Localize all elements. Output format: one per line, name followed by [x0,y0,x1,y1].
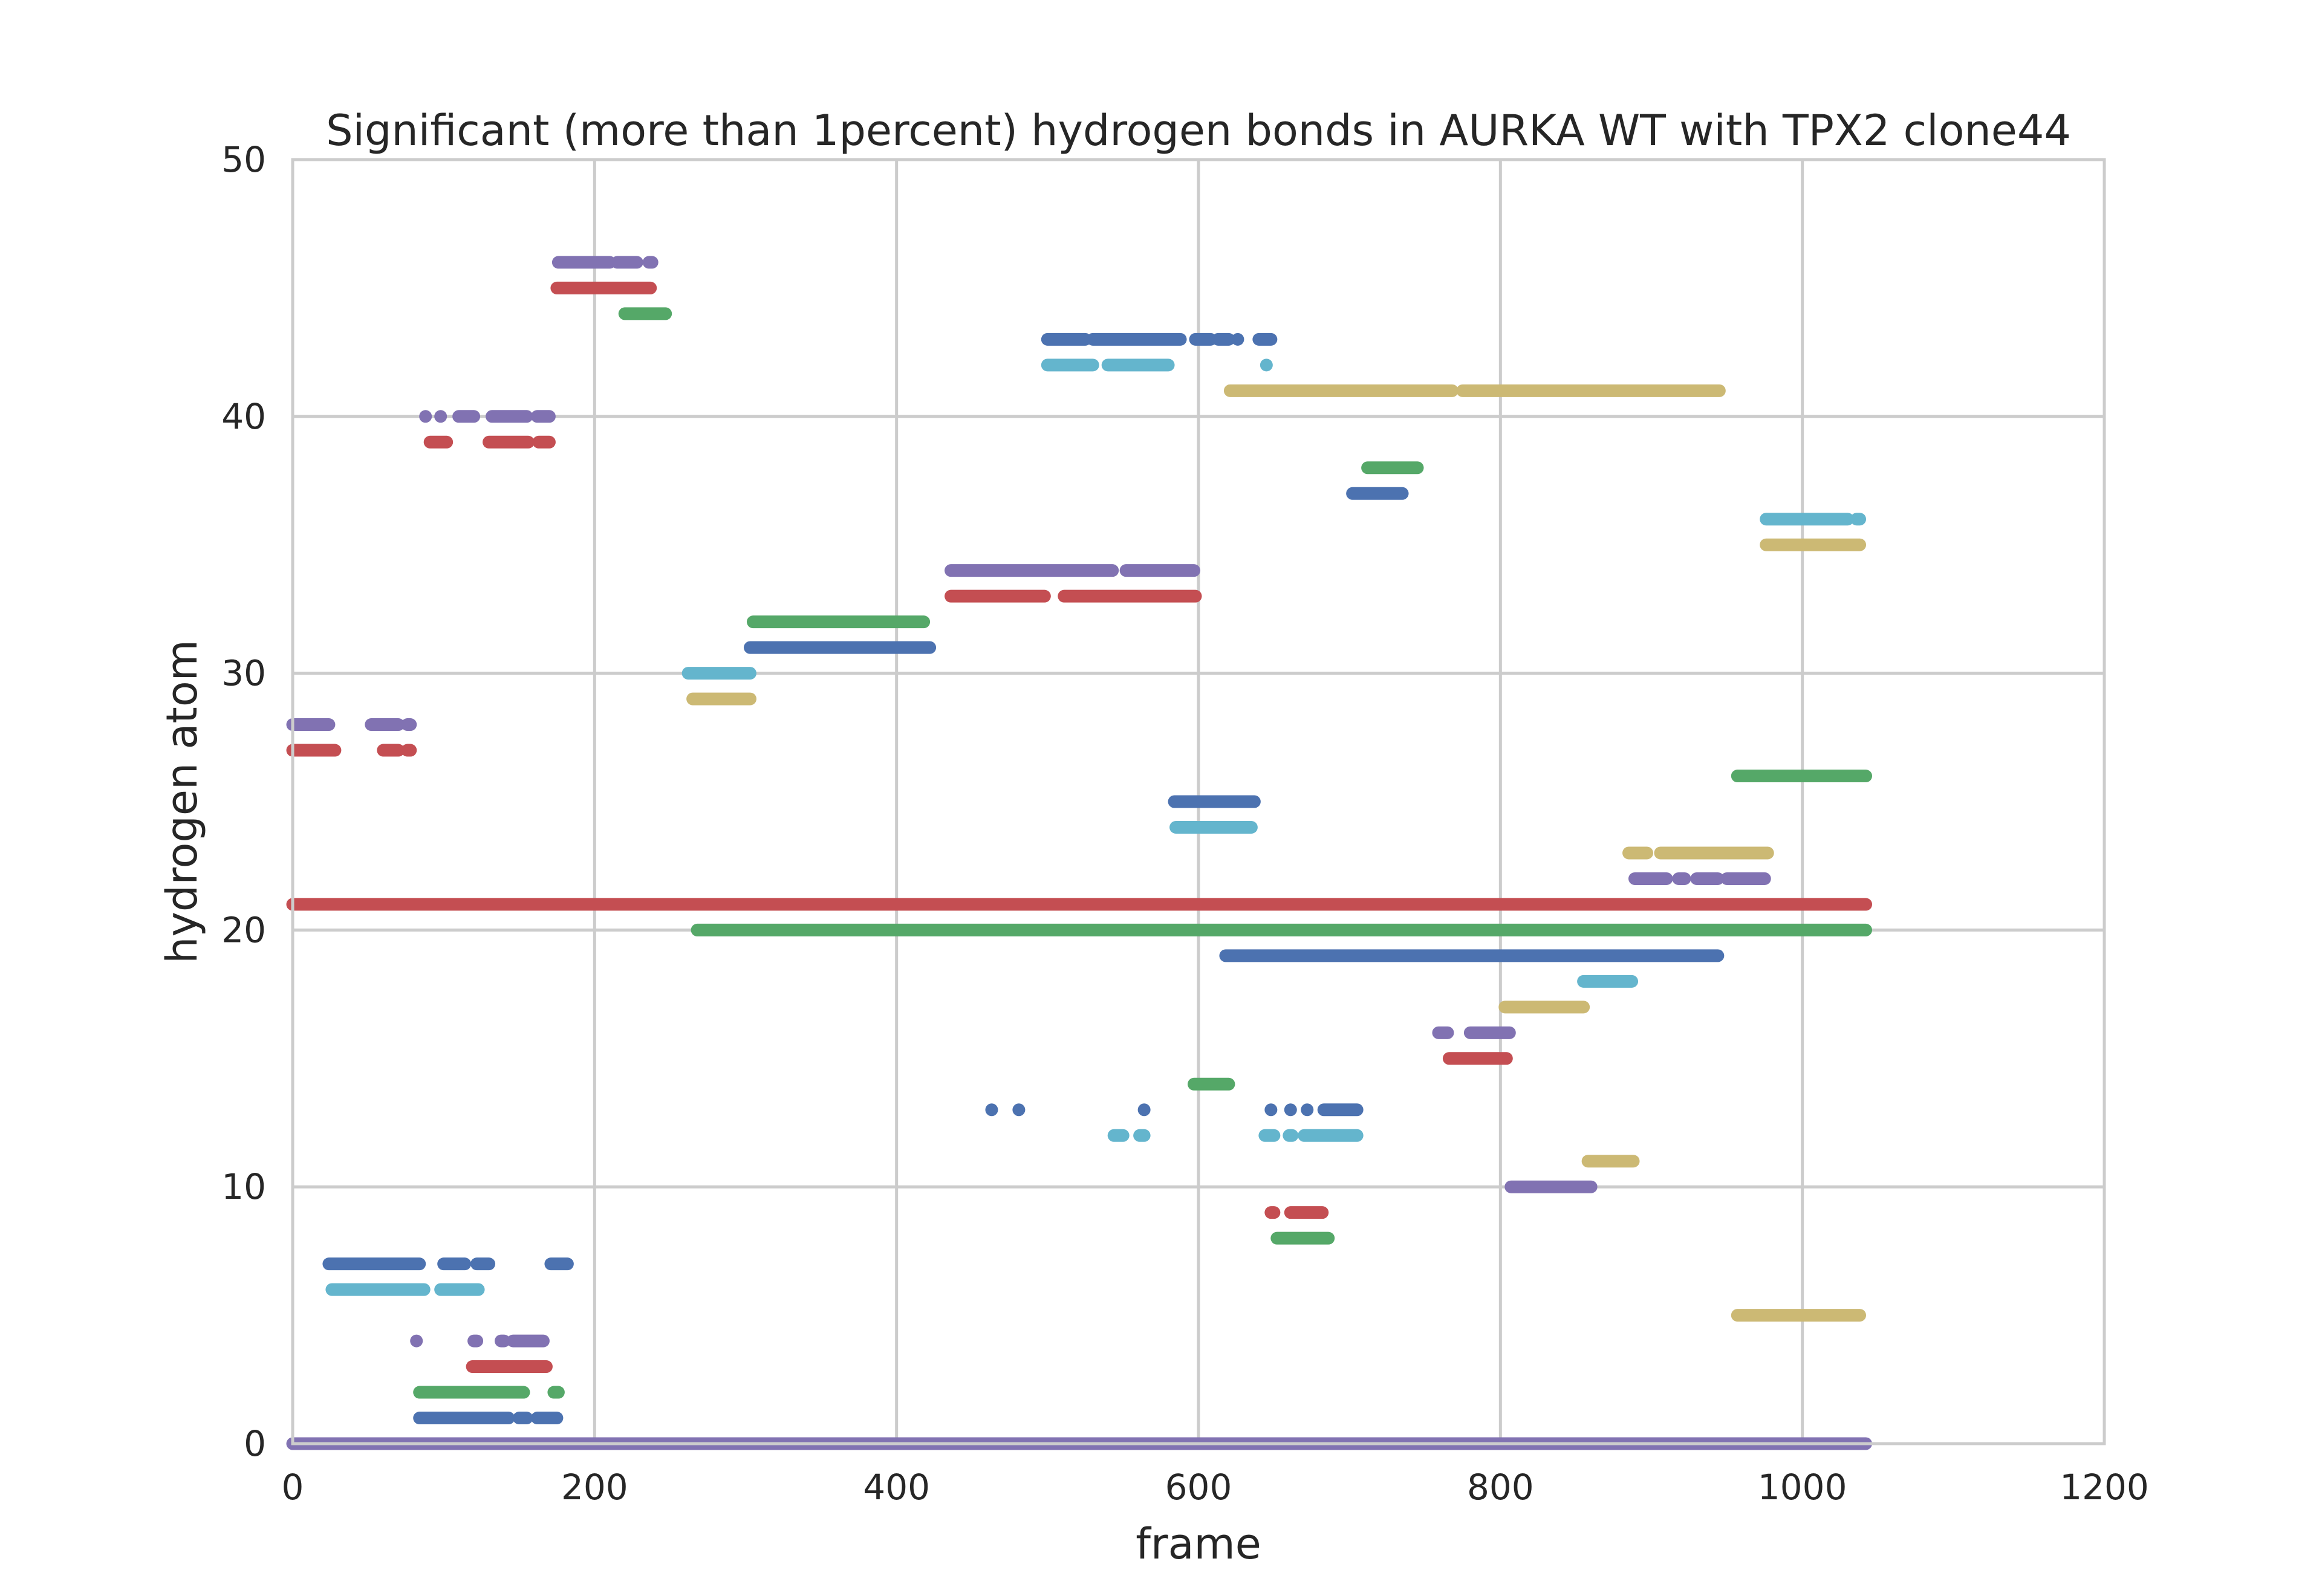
y-tick-label: 30 [221,653,266,694]
bond-point [1301,1103,1314,1117]
bond-point [985,1103,998,1117]
x-tick-label: 1200 [2060,1467,2149,1508]
x-tick-label: 400 [863,1467,930,1508]
chart-title: Significant (more than 1percent) hydroge… [326,106,2071,155]
x-tick-label: 600 [1165,1467,1232,1508]
y-tick-label: 50 [221,139,266,180]
hydrogen-atom-40-series [419,410,556,423]
y-tick-label: 10 [221,1166,266,1207]
bond-point [1231,332,1244,346]
y-axis-label: hydrogen atom [157,640,207,964]
x-tick-label: 800 [1467,1467,1534,1508]
x-axis-label: frame [1136,1519,1261,1569]
hydrogen-atom-43-series [1041,332,1278,346]
x-tick-label: 0 [282,1467,304,1508]
x-tick-label: 1000 [1758,1467,1847,1508]
tick-labels: 0 200 400 600 800 1000 1200 0 10 20 30 40 50 [221,139,2149,1508]
hydrogen-atom-42-series [1041,358,1273,372]
bond-point [1012,1103,1026,1117]
x-tick-label: 200 [561,1467,628,1508]
bond-point [434,410,447,423]
plot-frame [291,158,2106,1445]
y-tick-label: 0 [244,1423,266,1464]
bond-point [419,410,432,423]
bond-point [410,1334,423,1348]
y-tick-label: 20 [221,909,266,950]
hydrogen-atom-13-series [985,1103,1364,1117]
bond-point [1260,358,1273,372]
y-tick-label: 40 [221,396,266,437]
bond-point [1137,1103,1151,1117]
bond-point [1264,1103,1278,1117]
data-series [286,256,1873,1450]
hydrogen-atom-4-series [410,1334,550,1348]
bond-point [1284,1103,1297,1117]
